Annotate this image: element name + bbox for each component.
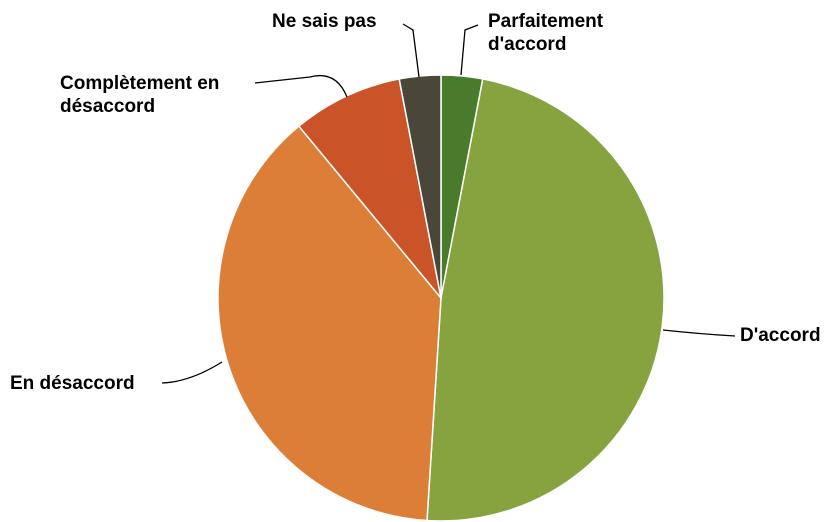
slice-label-daccord: D'accord [740,325,821,346]
slice-label-parfaitement-daccord: Parfaitement d'accord [488,11,608,55]
leader-line-en-desaccord [161,361,223,384]
leader-line-ne-sais-pas [402,23,420,78]
pie-slice-en-desaccord [217,125,442,522]
pie-slice-d-accord [426,78,665,522]
slice-label-completement-en-desaccord: Complètement en désaccord [60,73,225,117]
leader-line-d-accord [662,329,736,337]
slice-label-en-desaccord: En désaccord [10,373,135,394]
pie-slice-ne-sais-pas [398,74,442,299]
slice-label-ne-sais-pas: Ne sais pas [272,11,377,32]
leader-line-parfaitement-d-accord [460,24,479,76]
pie-slices [217,74,665,522]
leader-line-completement-en-desaccord [254,74,348,98]
leader-lines [161,23,736,384]
